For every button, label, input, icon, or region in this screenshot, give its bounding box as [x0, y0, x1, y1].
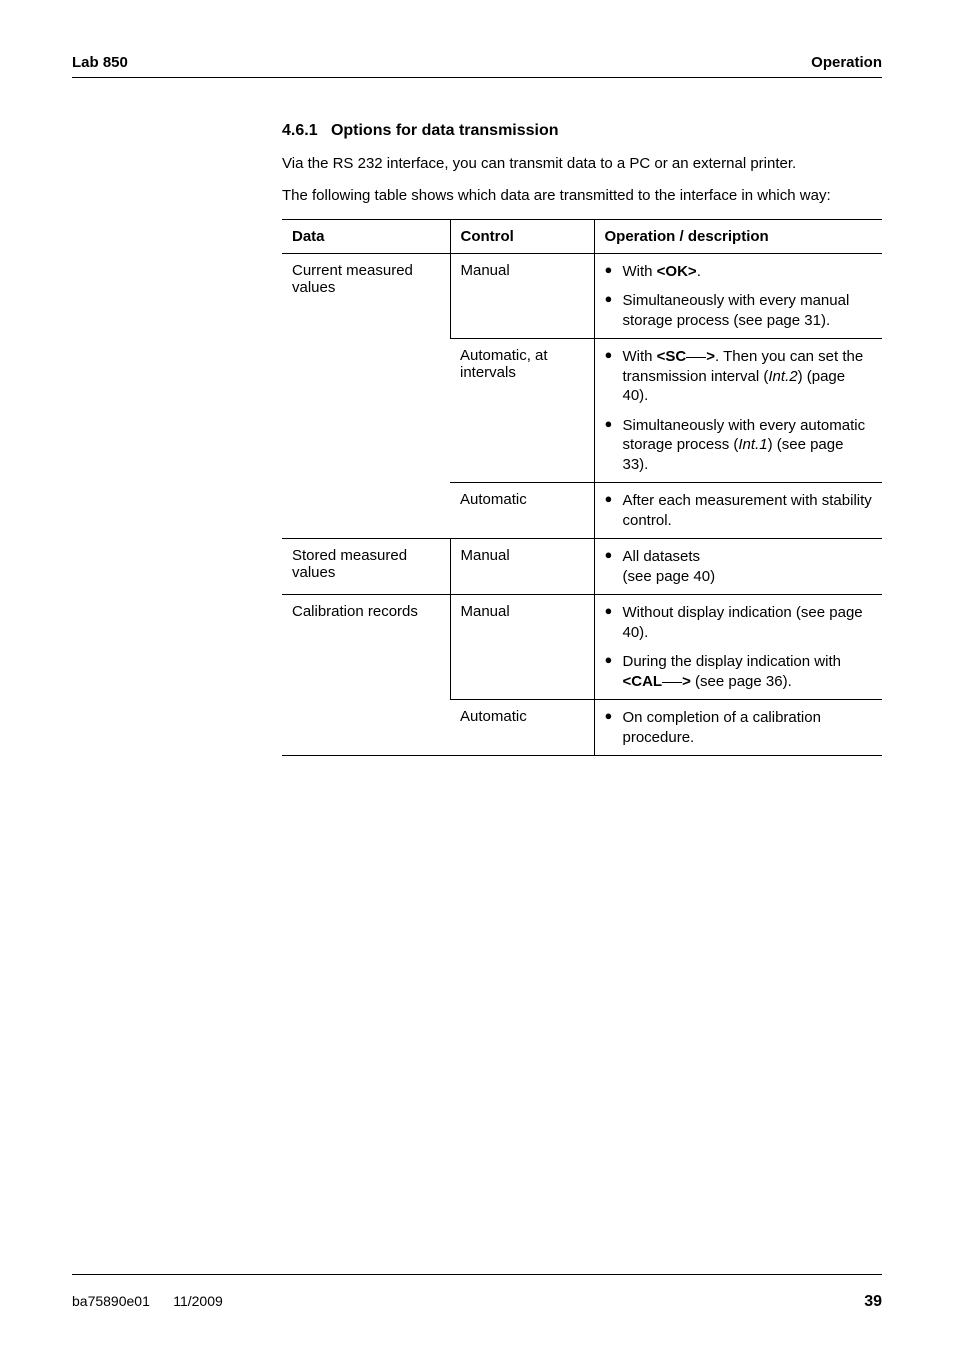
footer-rule: [72, 1274, 882, 1275]
section-title: Options for data transmission: [331, 122, 559, 139]
header-rule: [72, 77, 882, 78]
th-control: Control: [450, 219, 594, 253]
table-control-cell: Manual: [450, 539, 594, 595]
table-operation-cell: On completion of a calibration procedure…: [594, 700, 882, 756]
footer-date: 11/2009: [173, 1293, 223, 1309]
bullet-item: After each measurement with stability co…: [605, 491, 873, 530]
bullet-item: Simultaneously with every manual storage…: [605, 291, 873, 330]
bullet-item: During the display indication with <CAL>…: [605, 652, 873, 691]
bullet-item: On completion of a calibration procedure…: [605, 708, 873, 747]
section-heading: 4.6.1 Options for data transmission: [282, 122, 882, 140]
header-left: Lab 850: [72, 54, 128, 71]
table-data-cell: Stored measured values: [282, 539, 450, 595]
bullet-item: All datasets(see page 40): [605, 547, 873, 586]
spec-table: Data Control Operation / description Cur…: [282, 219, 882, 757]
table-control-cell: Manual: [450, 595, 594, 700]
section-number: 4.6.1: [282, 122, 318, 139]
th-operation: Operation / description: [594, 219, 882, 253]
table-operation-cell: Without display indication (see page 40)…: [594, 595, 882, 700]
header-right: Operation: [811, 54, 882, 71]
table-data-cell: Current measured values: [282, 253, 450, 539]
table-operation-cell: With <SC>. Then you can set the transmis…: [594, 339, 882, 483]
table-control-cell: Automatic: [450, 483, 594, 539]
table-control-cell: Automatic, at intervals: [450, 339, 594, 483]
bullet-item: With <OK>.: [605, 262, 873, 282]
bullet-item: Without display indication (see page 40)…: [605, 603, 873, 642]
table-operation-cell: All datasets(see page 40): [594, 539, 882, 595]
intro-para-2: The following table shows which data are…: [282, 186, 882, 206]
footer-pagenum: 39: [864, 1293, 882, 1311]
table-control-cell: Automatic: [450, 700, 594, 756]
bullet-item: Simultaneously with every automatic stor…: [605, 416, 873, 475]
table-control-cell: Manual: [450, 253, 594, 339]
footer-docid: ba75890e01: [72, 1293, 150, 1309]
bullet-item: With <SC>. Then you can set the transmis…: [605, 347, 873, 406]
table-operation-cell: After each measurement with stability co…: [594, 483, 882, 539]
table-operation-cell: With <OK>. Simultaneously with every manu…: [594, 253, 882, 339]
table-data-cell: Calibration records: [282, 595, 450, 756]
intro-para-1: Via the RS 232 interface, you can transm…: [282, 154, 882, 174]
th-data: Data: [282, 219, 450, 253]
